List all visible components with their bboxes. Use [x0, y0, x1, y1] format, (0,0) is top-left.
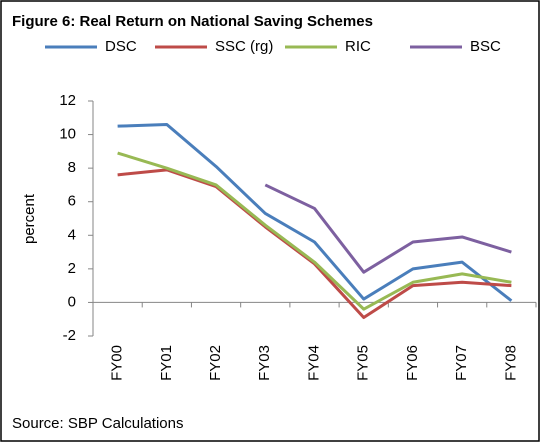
series-line	[264, 183, 512, 274]
legend-label: RIC	[345, 38, 371, 55]
legend-label: SSC (rg)	[215, 38, 273, 55]
x-tick-label: FY07	[453, 345, 470, 381]
series-line	[117, 123, 513, 302]
y-tick-label: -2	[63, 327, 76, 344]
x-tick-label: FY06	[404, 345, 421, 381]
y-tick-label: 10	[59, 126, 76, 143]
legend-label: DSC	[105, 38, 137, 55]
y-tick-label: 6	[68, 193, 76, 210]
chart-title: Figure 6: Real Return on National Saving…	[12, 13, 373, 30]
x-tick-label: FY01	[158, 345, 175, 381]
x-tick-label: FY00	[109, 345, 126, 381]
y-tick-label: 8	[68, 159, 76, 176]
x-tick-label: FY04	[305, 345, 322, 381]
source-note: Source: SBP Calculations	[12, 415, 183, 432]
y-axis-label: percent	[21, 193, 38, 244]
series-line	[117, 151, 512, 311]
y-tick-label: 4	[68, 226, 76, 243]
x-tick-label: FY02	[207, 345, 224, 381]
x-tick-label: FY08	[502, 345, 519, 381]
x-tick-label: FY03	[256, 345, 273, 381]
y-tick-label: 0	[68, 293, 76, 310]
y-tick-label: 12	[59, 92, 76, 109]
x-tick-label: FY05	[355, 345, 372, 381]
y-tick-label: 2	[68, 260, 76, 277]
legend-label: BSC	[470, 38, 501, 55]
